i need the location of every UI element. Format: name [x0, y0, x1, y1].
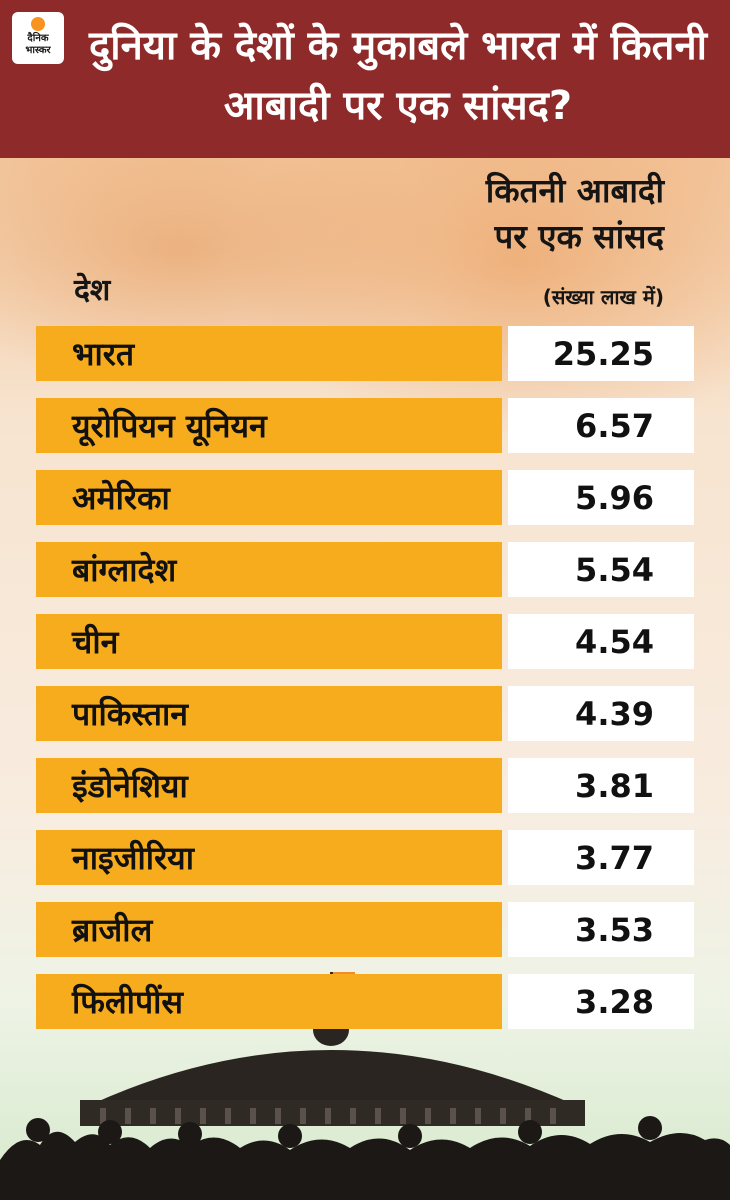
value-column-header-line2: पर एक सांसद: [494, 217, 665, 256]
value-column-header: कितनी आबादी पर एक सांसद: [404, 168, 664, 260]
value-column-header-line1: कितनी आबादी: [485, 171, 664, 210]
value-cell: 3.28: [508, 974, 694, 1029]
value-unit-label: (संख्या लाख में): [542, 285, 664, 309]
table-row: यूरोपियन यूनियन 6.57: [36, 398, 696, 453]
table-row: इंडोनेशिया 3.81: [36, 758, 696, 813]
country-cell: बांग्लादेश: [36, 542, 502, 597]
value-cell: 4.39: [508, 686, 694, 741]
dainik-bhaskar-logo: दैनिक भास्कर: [12, 12, 64, 64]
country-cell: यूरोपियन यूनियन: [36, 398, 502, 453]
country-cell: फिलीपींस: [36, 974, 502, 1029]
table-row: बांग्लादेश 5.54: [36, 542, 696, 597]
value-cell: 3.81: [508, 758, 694, 813]
logo-text-line2: भास्कर: [25, 45, 51, 56]
country-cell: भारत: [36, 326, 502, 381]
table-row: चीन 4.54: [36, 614, 696, 669]
page-title: दुनिया के देशों के मुकाबले भारत में कितन…: [88, 23, 708, 129]
country-column-header: देश: [74, 273, 111, 308]
value-cell: 25.25: [508, 326, 694, 381]
table-row: ब्राजील 3.53: [36, 902, 696, 957]
value-cell: 3.53: [508, 902, 694, 957]
table-row: पाकिस्तान 4.39: [36, 686, 696, 741]
table-row: भारत 25.25: [36, 326, 696, 381]
value-cell: 5.54: [508, 542, 694, 597]
sun-icon: [31, 17, 45, 31]
country-cell: नाइजीरिया: [36, 830, 502, 885]
value-cell: 3.77: [508, 830, 694, 885]
logo-text-line1: दैनिक: [27, 33, 49, 44]
value-cell: 5.96: [508, 470, 694, 525]
data-table: भारत 25.25 यूरोपियन यूनियन 6.57 अमेरिका …: [36, 326, 696, 1046]
table-row: अमेरिका 5.96: [36, 470, 696, 525]
country-cell: पाकिस्तान: [36, 686, 502, 741]
country-cell: चीन: [36, 614, 502, 669]
table-row: फिलीपींस 3.28: [36, 974, 696, 1029]
value-cell: 4.54: [508, 614, 694, 669]
header-banner: दैनिक भास्कर दुनिया के देशों के मुकाबले …: [0, 0, 730, 158]
table-row: नाइजीरिया 3.77: [36, 830, 696, 885]
country-cell: अमेरिका: [36, 470, 502, 525]
country-cell: इंडोनेशिया: [36, 758, 502, 813]
logo-text: दैनिक भास्कर: [12, 33, 64, 57]
value-cell: 6.57: [508, 398, 694, 453]
country-cell: ब्राजील: [36, 902, 502, 957]
